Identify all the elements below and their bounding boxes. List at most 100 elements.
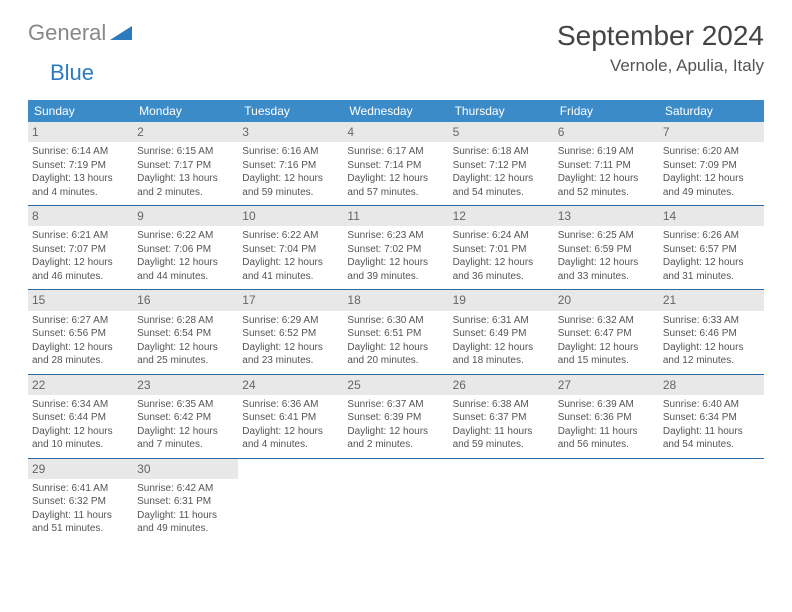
daylight-text: and 18 minutes. bbox=[453, 354, 550, 368]
sunrise-text: Sunrise: 6:20 AM bbox=[663, 145, 760, 159]
calendar-day-cell: 28Sunrise: 6:40 AMSunset: 6:34 PMDayligh… bbox=[659, 374, 764, 458]
daylight-text: Daylight: 12 hours bbox=[137, 425, 234, 439]
sunrise-text: Sunrise: 6:39 AM bbox=[558, 398, 655, 412]
sunset-text: Sunset: 6:49 PM bbox=[453, 327, 550, 341]
daylight-text: Daylight: 11 hours bbox=[558, 425, 655, 439]
location: Vernole, Apulia, Italy bbox=[557, 56, 764, 76]
day-number: 22 bbox=[28, 375, 133, 395]
sunrise-text: Sunrise: 6:40 AM bbox=[663, 398, 760, 412]
daylight-text: Daylight: 12 hours bbox=[137, 256, 234, 270]
calendar-day-cell bbox=[449, 458, 554, 542]
calendar-week-row: 22Sunrise: 6:34 AMSunset: 6:44 PMDayligh… bbox=[28, 374, 764, 458]
day-number: 8 bbox=[28, 206, 133, 226]
daylight-text: Daylight: 12 hours bbox=[347, 425, 444, 439]
weekday-header: Thursday bbox=[449, 100, 554, 122]
calendar-day-cell: 19Sunrise: 6:31 AMSunset: 6:49 PMDayligh… bbox=[449, 290, 554, 374]
calendar-day-cell: 25Sunrise: 6:37 AMSunset: 6:39 PMDayligh… bbox=[343, 374, 448, 458]
sunset-text: Sunset: 6:34 PM bbox=[663, 411, 760, 425]
daylight-text: Daylight: 11 hours bbox=[137, 509, 234, 523]
day-number: 29 bbox=[28, 459, 133, 479]
daylight-text: Daylight: 13 hours bbox=[137, 172, 234, 186]
sunset-text: Sunset: 7:06 PM bbox=[137, 243, 234, 257]
calendar-week-row: 29Sunrise: 6:41 AMSunset: 6:32 PMDayligh… bbox=[28, 458, 764, 542]
daylight-text: and 2 minutes. bbox=[137, 186, 234, 200]
daylight-text: and 59 minutes. bbox=[453, 438, 550, 452]
weekday-header: Friday bbox=[554, 100, 659, 122]
daylight-text: and 12 minutes. bbox=[663, 354, 760, 368]
daylight-text: and 25 minutes. bbox=[137, 354, 234, 368]
day-number: 3 bbox=[238, 122, 343, 142]
calendar-day-cell: 30Sunrise: 6:42 AMSunset: 6:31 PMDayligh… bbox=[133, 458, 238, 542]
sunrise-text: Sunrise: 6:24 AM bbox=[453, 229, 550, 243]
daylight-text: and 44 minutes. bbox=[137, 270, 234, 284]
calendar-day-cell: 20Sunrise: 6:32 AMSunset: 6:47 PMDayligh… bbox=[554, 290, 659, 374]
sunset-text: Sunset: 6:39 PM bbox=[347, 411, 444, 425]
calendar-day-cell: 26Sunrise: 6:38 AMSunset: 6:37 PMDayligh… bbox=[449, 374, 554, 458]
sunset-text: Sunset: 6:59 PM bbox=[558, 243, 655, 257]
daylight-text: and 10 minutes. bbox=[32, 438, 129, 452]
calendar-day-cell: 29Sunrise: 6:41 AMSunset: 6:32 PMDayligh… bbox=[28, 458, 133, 542]
calendar-day-cell: 6Sunrise: 6:19 AMSunset: 7:11 PMDaylight… bbox=[554, 122, 659, 206]
day-number: 23 bbox=[133, 375, 238, 395]
weekday-header: Tuesday bbox=[238, 100, 343, 122]
sunrise-text: Sunrise: 6:34 AM bbox=[32, 398, 129, 412]
daylight-text: and 36 minutes. bbox=[453, 270, 550, 284]
daylight-text: Daylight: 12 hours bbox=[242, 425, 339, 439]
sunset-text: Sunset: 6:42 PM bbox=[137, 411, 234, 425]
daylight-text: Daylight: 12 hours bbox=[558, 341, 655, 355]
sunrise-text: Sunrise: 6:25 AM bbox=[558, 229, 655, 243]
weekday-header-row: Sunday Monday Tuesday Wednesday Thursday… bbox=[28, 100, 764, 122]
daylight-text: Daylight: 12 hours bbox=[663, 172, 760, 186]
daylight-text: Daylight: 12 hours bbox=[347, 256, 444, 270]
day-number: 20 bbox=[554, 290, 659, 310]
sunrise-text: Sunrise: 6:23 AM bbox=[347, 229, 444, 243]
calendar-day-cell: 22Sunrise: 6:34 AMSunset: 6:44 PMDayligh… bbox=[28, 374, 133, 458]
logo-text-blue: Blue bbox=[50, 60, 94, 85]
sunset-text: Sunset: 7:02 PM bbox=[347, 243, 444, 257]
daylight-text: Daylight: 12 hours bbox=[32, 425, 129, 439]
day-number: 21 bbox=[659, 290, 764, 310]
daylight-text: Daylight: 12 hours bbox=[242, 341, 339, 355]
day-number: 1 bbox=[28, 122, 133, 142]
calendar-day-cell: 4Sunrise: 6:17 AMSunset: 7:14 PMDaylight… bbox=[343, 122, 448, 206]
sunrise-text: Sunrise: 6:17 AM bbox=[347, 145, 444, 159]
calendar-day-cell bbox=[343, 458, 448, 542]
day-number: 27 bbox=[554, 375, 659, 395]
daylight-text: and 7 minutes. bbox=[137, 438, 234, 452]
calendar-day-cell: 15Sunrise: 6:27 AMSunset: 6:56 PMDayligh… bbox=[28, 290, 133, 374]
daylight-text: and 56 minutes. bbox=[558, 438, 655, 452]
month-title: September 2024 bbox=[557, 20, 764, 52]
calendar-day-cell: 10Sunrise: 6:22 AMSunset: 7:04 PMDayligh… bbox=[238, 206, 343, 290]
daylight-text: Daylight: 12 hours bbox=[453, 341, 550, 355]
daylight-text: Daylight: 12 hours bbox=[137, 341, 234, 355]
daylight-text: Daylight: 12 hours bbox=[558, 172, 655, 186]
daylight-text: Daylight: 12 hours bbox=[32, 341, 129, 355]
sunrise-text: Sunrise: 6:28 AM bbox=[137, 314, 234, 328]
daylight-text: Daylight: 12 hours bbox=[242, 256, 339, 270]
daylight-text: Daylight: 11 hours bbox=[453, 425, 550, 439]
sunrise-text: Sunrise: 6:29 AM bbox=[242, 314, 339, 328]
day-number: 13 bbox=[554, 206, 659, 226]
title-block: September 2024 Vernole, Apulia, Italy bbox=[557, 20, 764, 76]
calendar-day-cell: 7Sunrise: 6:20 AMSunset: 7:09 PMDaylight… bbox=[659, 122, 764, 206]
sunset-text: Sunset: 7:12 PM bbox=[453, 159, 550, 173]
day-number: 16 bbox=[133, 290, 238, 310]
day-number: 19 bbox=[449, 290, 554, 310]
day-number: 9 bbox=[133, 206, 238, 226]
sunset-text: Sunset: 6:57 PM bbox=[663, 243, 760, 257]
sunrise-text: Sunrise: 6:15 AM bbox=[137, 145, 234, 159]
daylight-text: Daylight: 12 hours bbox=[32, 256, 129, 270]
sunset-text: Sunset: 6:37 PM bbox=[453, 411, 550, 425]
day-number: 6 bbox=[554, 122, 659, 142]
calendar-day-cell: 27Sunrise: 6:39 AMSunset: 6:36 PMDayligh… bbox=[554, 374, 659, 458]
sunrise-text: Sunrise: 6:41 AM bbox=[32, 482, 129, 496]
day-number: 10 bbox=[238, 206, 343, 226]
daylight-text: Daylight: 13 hours bbox=[32, 172, 129, 186]
daylight-text: and 33 minutes. bbox=[558, 270, 655, 284]
sunset-text: Sunset: 7:01 PM bbox=[453, 243, 550, 257]
daylight-text: and 51 minutes. bbox=[32, 522, 129, 536]
daylight-text: Daylight: 12 hours bbox=[663, 256, 760, 270]
calendar-week-row: 15Sunrise: 6:27 AMSunset: 6:56 PMDayligh… bbox=[28, 290, 764, 374]
daylight-text: Daylight: 11 hours bbox=[32, 509, 129, 523]
weekday-header: Sunday bbox=[28, 100, 133, 122]
